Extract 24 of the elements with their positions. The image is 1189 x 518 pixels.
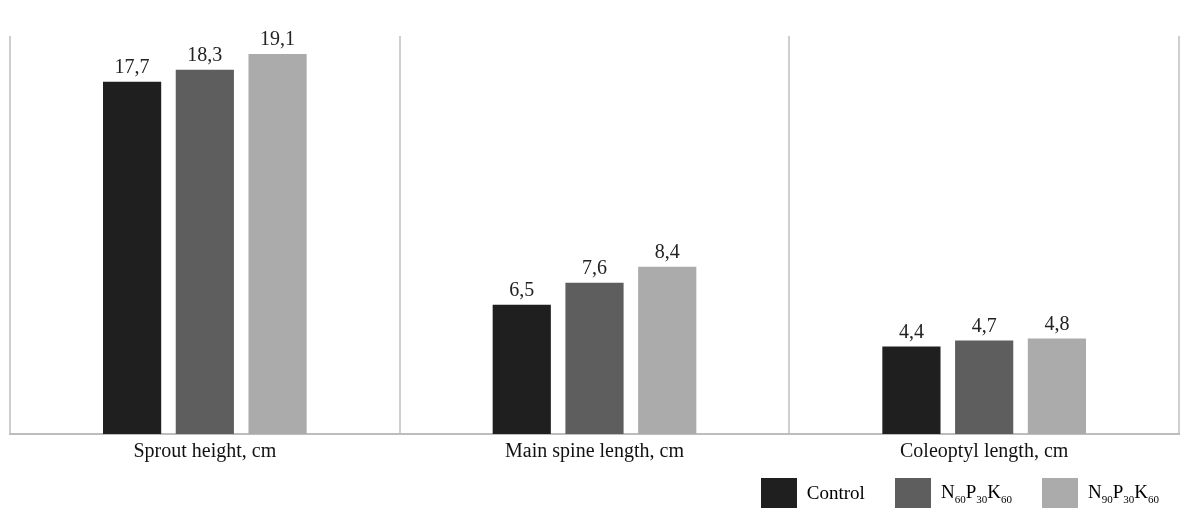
data-label: 19,1 — [260, 27, 296, 50]
legend-label: N$_{60}$P$_{30}$K$_{60}$ — [940, 481, 1012, 505]
data-label: 4,4 — [898, 319, 924, 342]
bar — [1027, 338, 1086, 434]
legend-label: Control — [806, 482, 865, 504]
bar — [175, 69, 234, 434]
data-label: 18,3 — [187, 43, 223, 66]
bar — [492, 304, 551, 434]
legend-label: N$_{90}$P$_{30}$K$_{60}$ — [1087, 481, 1159, 505]
data-label: 7,6 — [582, 256, 607, 279]
bar — [103, 81, 162, 434]
bar — [565, 282, 624, 434]
x-tick-label: Coleoptyl length, cm — [900, 439, 1069, 463]
bar — [638, 266, 697, 434]
x-tick-label: Main spine length, cm — [505, 439, 685, 463]
bar — [882, 346, 941, 434]
bar — [248, 53, 307, 434]
bar — [955, 340, 1014, 434]
data-label: 6,5 — [509, 277, 535, 300]
data-label: 8,4 — [654, 240, 680, 263]
data-label: 4,8 — [1044, 311, 1070, 334]
data-label: 4,7 — [971, 313, 997, 336]
x-tick-label: Sprout height, cm — [133, 439, 277, 463]
data-label: 17,7 — [114, 55, 150, 78]
